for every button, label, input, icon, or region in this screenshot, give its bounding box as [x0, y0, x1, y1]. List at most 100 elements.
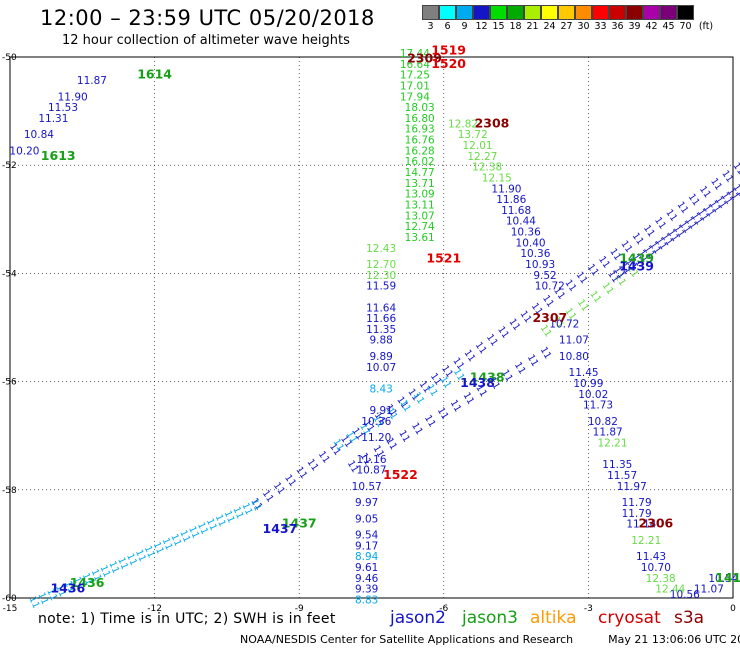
- wave-height-reading: 11.86: [496, 194, 526, 206]
- lon-tick-label: 0: [730, 604, 736, 614]
- scale-label: 70: [679, 21, 692, 32]
- track-mark: 11: [451, 367, 467, 383]
- track-mark: 11: [435, 406, 451, 422]
- wave-height-reading: 11.66: [366, 313, 396, 325]
- scale-swatch: [473, 5, 490, 20]
- scale-label: 12: [475, 21, 488, 32]
- scale-swatch: [660, 5, 677, 20]
- scale-label: 3: [427, 21, 434, 32]
- track-mark: 11: [460, 391, 476, 407]
- track-mark: 11: [396, 428, 412, 444]
- track-mark: 11: [168, 532, 183, 547]
- wave-height-reading: 16.80: [405, 113, 435, 125]
- wave-height-reading: 12.43: [366, 243, 396, 255]
- lat-tick-label: -50: [2, 53, 17, 63]
- scale-label: 33: [594, 21, 607, 32]
- track-mark: 11: [486, 375, 502, 391]
- scale-swatch: [609, 5, 626, 20]
- track-mark: 11: [473, 383, 489, 399]
- wave-height-reading: 10.93: [525, 259, 555, 271]
- legend-altika: altika: [530, 608, 577, 628]
- wave-height-reading: 10.36: [511, 227, 541, 239]
- lat-tick-label: -52: [2, 161, 17, 171]
- wave-height-reading: 11.59: [366, 281, 396, 293]
- pass-time-label: 1438: [460, 375, 495, 390]
- track-mark: 11: [371, 444, 387, 460]
- wave-height-reading: 11.79: [622, 497, 652, 509]
- wave-height-reading: 11.14: [626, 519, 656, 531]
- track-mark: 11: [177, 529, 192, 544]
- track-mark: 11: [124, 552, 139, 567]
- scale-swatch: [643, 5, 660, 20]
- pass-time-label: 1438: [470, 370, 505, 385]
- wave-height-reading: 10.54: [708, 573, 738, 585]
- pass-time-label: 2309: [407, 50, 442, 65]
- track-mark: 11: [448, 398, 464, 414]
- track-mark: 11: [151, 540, 166, 555]
- track-mark: 11: [731, 161, 740, 177]
- wave-height-reading: 9.88: [369, 335, 392, 347]
- legend-cryosat: cryosat: [598, 608, 661, 628]
- track-mark: 11: [248, 497, 263, 512]
- footer-credit-line: NOAA/NESDIS Center for Satellite Applica…: [240, 633, 740, 646]
- wave-height-reading: 10.44: [506, 216, 536, 228]
- track-mark: 11: [133, 548, 148, 563]
- wave-height-reading: 18.03: [405, 102, 435, 114]
- wave-height-reading: 10.82: [588, 416, 618, 428]
- scale-swatch: [677, 5, 694, 20]
- wave-height-reading: 8.43: [369, 383, 392, 395]
- pass-time-label: 1437: [263, 521, 298, 536]
- lat-tick-label: -56: [2, 378, 17, 388]
- lon-tick-label: -6: [439, 604, 448, 614]
- wave-height-reading: 9.39: [355, 584, 378, 596]
- color-scale-legend: 3 6 9 12 15 18 21 24 27 30 33 36 39 42 45 70 (ft): [422, 5, 718, 32]
- scale-swatch: [592, 5, 609, 20]
- wave-height-reading: 12.21: [597, 438, 627, 450]
- lat-tick-label: -60: [2, 594, 17, 604]
- scale-label: 24: [543, 21, 556, 32]
- wave-height-reading: 17.01: [400, 80, 430, 92]
- pass-time-label: 1436: [70, 575, 105, 590]
- scale-label: 27: [560, 21, 573, 32]
- wave-height-reading: 10.72: [549, 319, 579, 331]
- wave-height-reading: 10.56: [670, 589, 700, 601]
- wave-height-reading: 16.28: [405, 145, 435, 157]
- track-mark: 11: [358, 451, 374, 467]
- track-mark: 11: [142, 544, 157, 559]
- map-frame: [9, 56, 734, 599]
- wave-height-reading: 11.68: [501, 205, 531, 217]
- color-scale-labels: 3 6 9 12 15 18 21 24 27 30 33 36 39 42 45 70 (ft): [422, 21, 718, 32]
- color-scale-swatches: [422, 5, 718, 20]
- track-mark: 11: [424, 382, 440, 398]
- wave-height-reading: 10.07: [366, 362, 396, 374]
- legend-jason2: jason2: [390, 608, 446, 628]
- scale-label: 21: [526, 21, 539, 32]
- wave-height-reading: 12.15: [482, 172, 512, 184]
- scale-label: 18: [509, 21, 522, 32]
- wave-height-reading: 10.20: [9, 145, 39, 157]
- lon-tick-label: -3: [584, 604, 593, 614]
- track-mark: 11: [411, 390, 427, 406]
- pass-time-label: 1439: [619, 251, 654, 266]
- pass-time-label: 2308: [475, 115, 510, 130]
- track-mark: 11: [239, 501, 254, 516]
- track-mark: 11: [115, 556, 130, 571]
- track-mark: 11: [231, 505, 246, 520]
- track-mark: 11: [422, 413, 438, 429]
- map-title: 12:00 – 23:59 UTC 05/20/2018: [40, 6, 375, 30]
- wave-height-reading: 11.53: [48, 102, 78, 114]
- wave-height-reading: 9.05: [355, 513, 378, 525]
- track-mark: 11: [525, 353, 541, 369]
- pass-time-label: 1520: [431, 56, 466, 71]
- wave-height-reading: 16.93: [405, 124, 435, 136]
- track-mark: 11: [383, 436, 399, 452]
- wave-height-reading: 11.45: [569, 367, 599, 379]
- track-mark: 11: [44, 587, 59, 602]
- scale-label: 30: [577, 21, 590, 32]
- scale-swatch: [456, 5, 473, 20]
- credit-text: NOAA/NESDIS Center for Satellite Applica…: [240, 633, 574, 646]
- wave-height-reading: 9.52: [533, 270, 556, 282]
- wave-height-reading: 11.90: [58, 91, 88, 103]
- lon-tick-label: -9: [295, 604, 304, 614]
- lon-tick-label: -12: [147, 604, 162, 614]
